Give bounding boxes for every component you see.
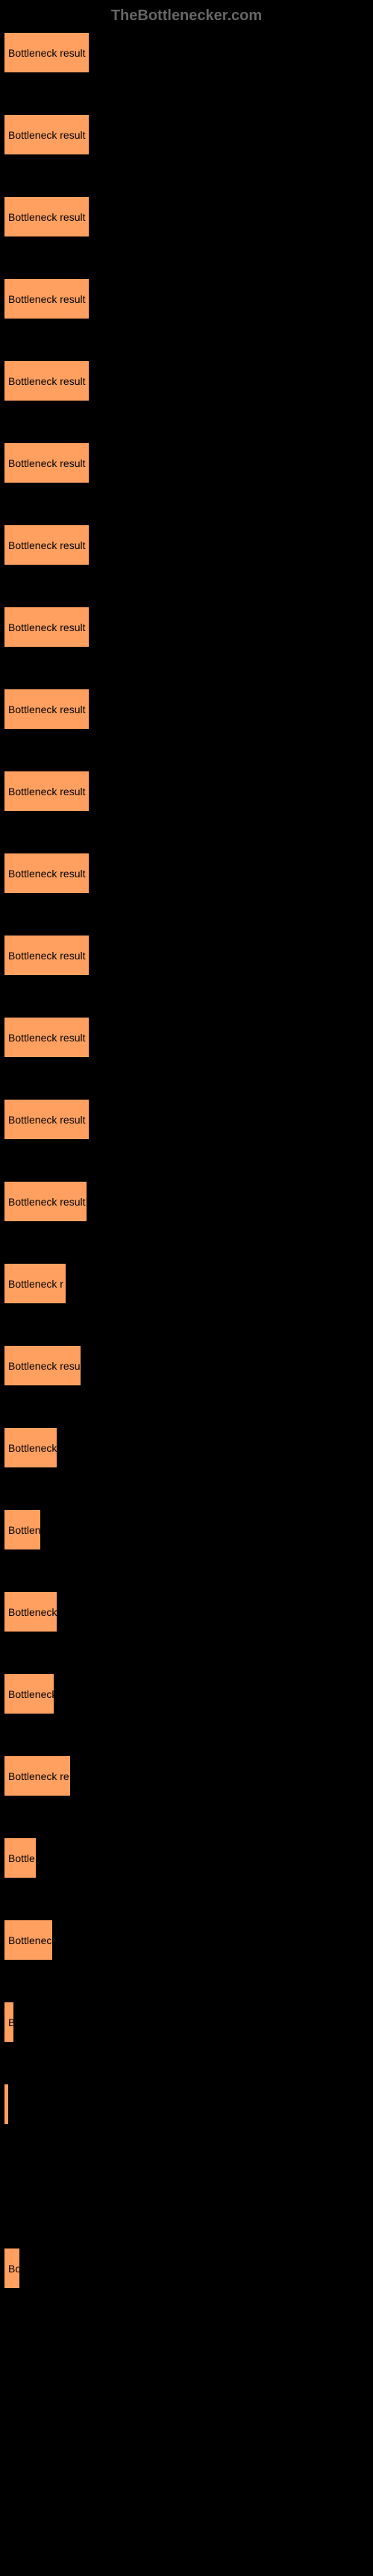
chart-bar: Bottle: [4, 1837, 37, 1878]
bar-row: Bottleneck result: [4, 196, 369, 252]
chart-bar: Bottleneck result: [4, 1181, 87, 1222]
bar-label: Bottleneck result: [8, 786, 86, 797]
bar-label: Bottleneck result: [8, 47, 86, 59]
chart-bar: [4, 2084, 9, 2125]
bar-label: Bottleneck result: [8, 868, 86, 880]
bar-row: [4, 2166, 369, 2222]
bar-row: Bottleneck result: [4, 442, 369, 498]
chart-bar: Bottleneck result: [4, 607, 90, 648]
bar-row: [4, 2330, 369, 2386]
bar-label: Bo: [8, 2263, 20, 2275]
chart-container: Bottleneck result Bottleneck result Bottle…: [0, 32, 373, 2550]
bar-label: B: [8, 2016, 14, 2028]
chart-bar: Bottleneck: [4, 1673, 54, 1714]
chart-bar: Bottleneck result: [4, 853, 90, 894]
site-header: TheBottlenecker.com: [0, 0, 373, 32]
bar-label: Bottle: [8, 1852, 35, 1864]
bar-row: Bottleneck re: [4, 1755, 369, 1811]
chart-bar: Bottlen: [4, 1509, 41, 1550]
bar-label: Bottleneck result: [8, 703, 86, 715]
bar-row: Bottlen: [4, 1509, 369, 1565]
bar-label: Bottlenec: [8, 1934, 51, 1946]
chart-bar: Bottleneck: [4, 1427, 57, 1468]
chart-bar: Bottleneck result: [4, 278, 90, 319]
bar-label: Bottleneck result: [8, 293, 86, 305]
chart-bar: Bottleneck: [4, 1591, 57, 1632]
bar-row: Bottleneck result: [4, 360, 369, 416]
bar-row: [4, 2494, 369, 2550]
bar-row: Bottleneck result: [4, 771, 369, 827]
bar-label: Bottleneck result: [8, 950, 86, 962]
bar-row: Bottleneck: [4, 1673, 369, 1729]
bar-row: Bottleneck: [4, 1427, 369, 1483]
bar-label: Bottleneck: [8, 1688, 54, 1700]
bar-label: Bottleneck result: [8, 1114, 86, 1126]
bar-label: Bottleneck r: [8, 1278, 63, 1290]
bar-row: Bottleneck result: [4, 607, 369, 662]
chart-bar: Bottleneck result: [4, 935, 90, 976]
bar-label: Bottlen: [8, 1524, 41, 1536]
bar-label: Bottleneck resu: [8, 1360, 81, 1372]
bar-label: Bottleneck result: [8, 129, 86, 141]
bar-label: Bottleneck result: [8, 211, 86, 223]
chart-bar: Bottleneck result: [4, 771, 90, 812]
bar-label: Bottleneck result: [8, 1196, 86, 1208]
bar-row: Bottleneck result: [4, 114, 369, 170]
chart-bar: Bottleneck result: [4, 196, 90, 237]
bar-row: Bottleneck result: [4, 689, 369, 745]
bar-row: Bottleneck result: [4, 1099, 369, 1155]
bar-row: Bottleneck result: [4, 524, 369, 580]
chart-bar: Bottleneck result: [4, 32, 90, 73]
bar-label: Bottleneck result: [8, 375, 86, 387]
bar-row: Bottleneck result: [4, 1181, 369, 1237]
chart-bar: Bottlenec: [4, 1920, 53, 1961]
bar-label: Bottleneck result: [8, 457, 86, 469]
bar-row: Bottleneck result: [4, 1017, 369, 1073]
chart-bar: Bottleneck r: [4, 1263, 66, 1304]
bar-row: Bottleneck: [4, 1591, 369, 1647]
chart-bar: Bottleneck result: [4, 689, 90, 730]
chart-bar: Bottleneck re: [4, 1755, 71, 1796]
bar-row: Bo: [4, 2248, 369, 2304]
bar-row: Bottleneck result: [4, 935, 369, 991]
chart-bar: Bo: [4, 2248, 20, 2289]
chart-bar: Bottleneck result: [4, 360, 90, 401]
bar-label: Bottleneck result: [8, 539, 86, 551]
chart-bar: B: [4, 2002, 14, 2043]
bar-label: Bottleneck result: [8, 1032, 86, 1044]
bar-row: Bottleneck resu: [4, 1345, 369, 1401]
bar-row: [4, 2084, 369, 2140]
bar-label: Bottleneck: [8, 1606, 57, 1618]
bar-label: Bottleneck re: [8, 1770, 69, 1782]
bar-row: Bottleneck result: [4, 278, 369, 334]
chart-bar: Bottleneck result: [4, 1099, 90, 1140]
bar-row: Bottlenec: [4, 1920, 369, 1975]
bar-row: B: [4, 2002, 369, 2058]
chart-bar: Bottleneck result: [4, 114, 90, 155]
bar-row: [4, 2412, 369, 2468]
chart-bar: Bottleneck result: [4, 1017, 90, 1058]
chart-bar: Bottleneck result: [4, 442, 90, 483]
bar-row: Bottleneck result: [4, 853, 369, 909]
bar-row: Bottleneck result: [4, 32, 369, 88]
site-title: TheBottlenecker.com: [111, 7, 262, 24]
chart-bar: Bottleneck result: [4, 524, 90, 565]
bar-label: Bottleneck result: [8, 621, 86, 633]
chart-bar: Bottleneck resu: [4, 1345, 81, 1386]
bar-label: Bottleneck: [8, 1442, 57, 1454]
bar-row: Bottleneck r: [4, 1263, 369, 1319]
bar-row: Bottle: [4, 1837, 369, 1893]
